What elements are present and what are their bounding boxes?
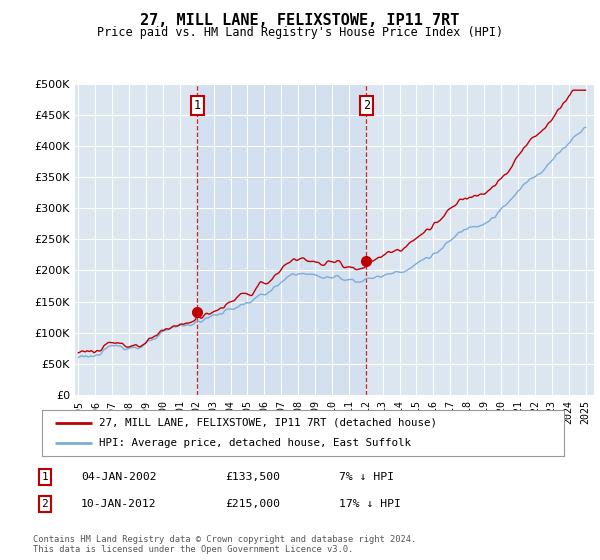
Text: Price paid vs. HM Land Registry's House Price Index (HPI): Price paid vs. HM Land Registry's House …	[97, 26, 503, 39]
Text: 10-JAN-2012: 10-JAN-2012	[81, 499, 157, 509]
Text: 27, MILL LANE, FELIXSTOWE, IP11 7RT (detached house): 27, MILL LANE, FELIXSTOWE, IP11 7RT (det…	[100, 418, 437, 428]
Text: 1: 1	[194, 99, 201, 112]
Text: 17% ↓ HPI: 17% ↓ HPI	[339, 499, 401, 509]
Text: HPI: Average price, detached house, East Suffolk: HPI: Average price, detached house, East…	[100, 438, 412, 449]
Text: 7% ↓ HPI: 7% ↓ HPI	[339, 472, 394, 482]
Text: 27, MILL LANE, FELIXSTOWE, IP11 7RT: 27, MILL LANE, FELIXSTOWE, IP11 7RT	[140, 13, 460, 27]
Text: 2: 2	[41, 499, 49, 509]
Bar	[197, 84, 367, 395]
Text: Contains HM Land Registry data © Crown copyright and database right 2024.
This d: Contains HM Land Registry data © Crown c…	[33, 535, 416, 554]
Text: £133,500: £133,500	[225, 472, 280, 482]
Text: £215,000: £215,000	[225, 499, 280, 509]
Text: 04-JAN-2002: 04-JAN-2002	[81, 472, 157, 482]
Text: 1: 1	[41, 472, 49, 482]
Text: 2: 2	[363, 99, 370, 112]
